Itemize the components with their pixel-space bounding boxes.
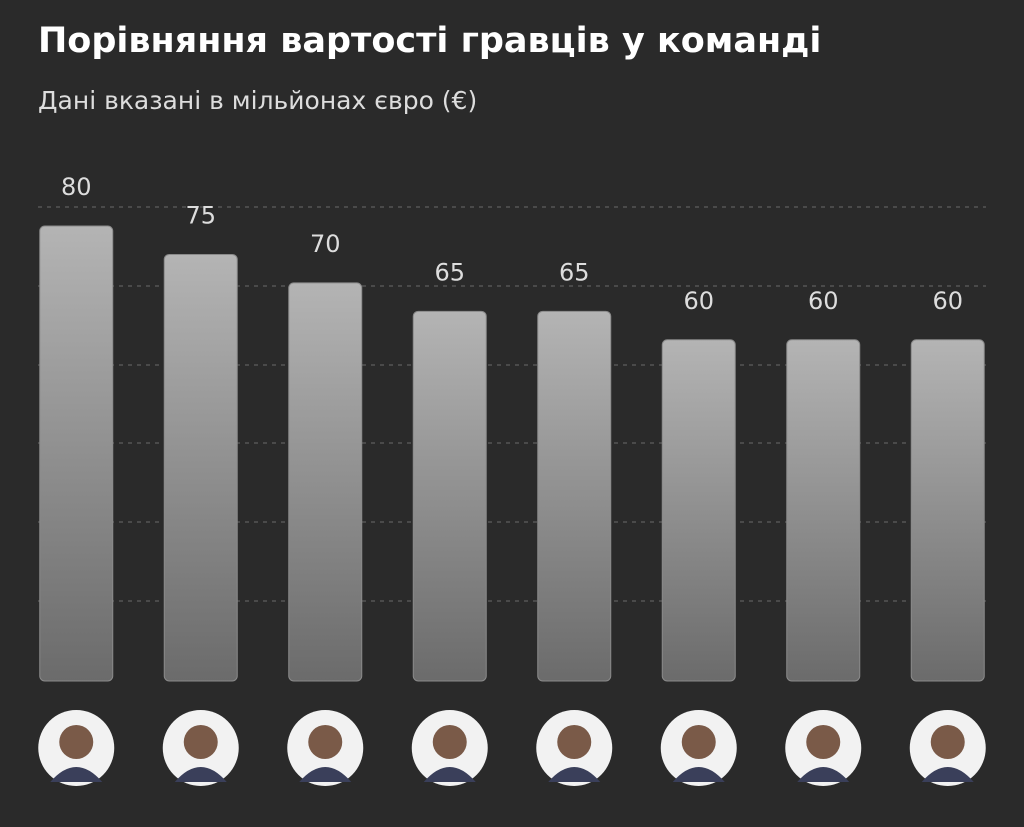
value-label: 65 (559, 258, 590, 286)
avatar-head (557, 725, 592, 759)
value-label: 70 (310, 230, 341, 258)
bar (786, 339, 861, 682)
value-label: 60 (808, 287, 839, 315)
chart-title: Порівняння вартості гравців у команді (38, 21, 821, 61)
player-avatar (909, 710, 986, 786)
player-avatar (536, 710, 613, 786)
player-avatar (660, 710, 737, 786)
value-label: 60 (683, 287, 714, 315)
avatar-body (50, 767, 103, 782)
bar (661, 339, 736, 682)
avatar-body (672, 767, 725, 782)
player-avatar (287, 710, 364, 786)
bar (537, 310, 612, 682)
avatar-body (548, 767, 601, 782)
avatar-head (930, 725, 965, 759)
avatar-head (308, 725, 343, 759)
player-avatar (785, 710, 862, 786)
avatar-head (681, 725, 716, 759)
bar (412, 310, 487, 682)
avatar-body (299, 767, 352, 782)
avatar-head (183, 725, 218, 759)
avatar-body (174, 767, 227, 782)
value-label: 80 (61, 173, 92, 201)
bar (288, 282, 363, 682)
value-label: 75 (185, 201, 216, 229)
avatar-head (59, 725, 94, 759)
avatar-body (797, 767, 850, 782)
player-avatar (162, 710, 239, 786)
avatar-head (806, 725, 841, 759)
player-avatar (411, 710, 488, 786)
value-label: 65 (434, 258, 465, 286)
chart-subtitle: Дані вказані в мільйонах євро (€) (38, 86, 477, 115)
avatar-head (432, 725, 467, 759)
avatar-body (921, 767, 974, 782)
bar (163, 253, 238, 682)
value-label: 60 (932, 287, 963, 315)
player-avatar (38, 710, 115, 786)
bar (910, 339, 985, 682)
avatar-body (423, 767, 476, 782)
bar (39, 225, 114, 682)
